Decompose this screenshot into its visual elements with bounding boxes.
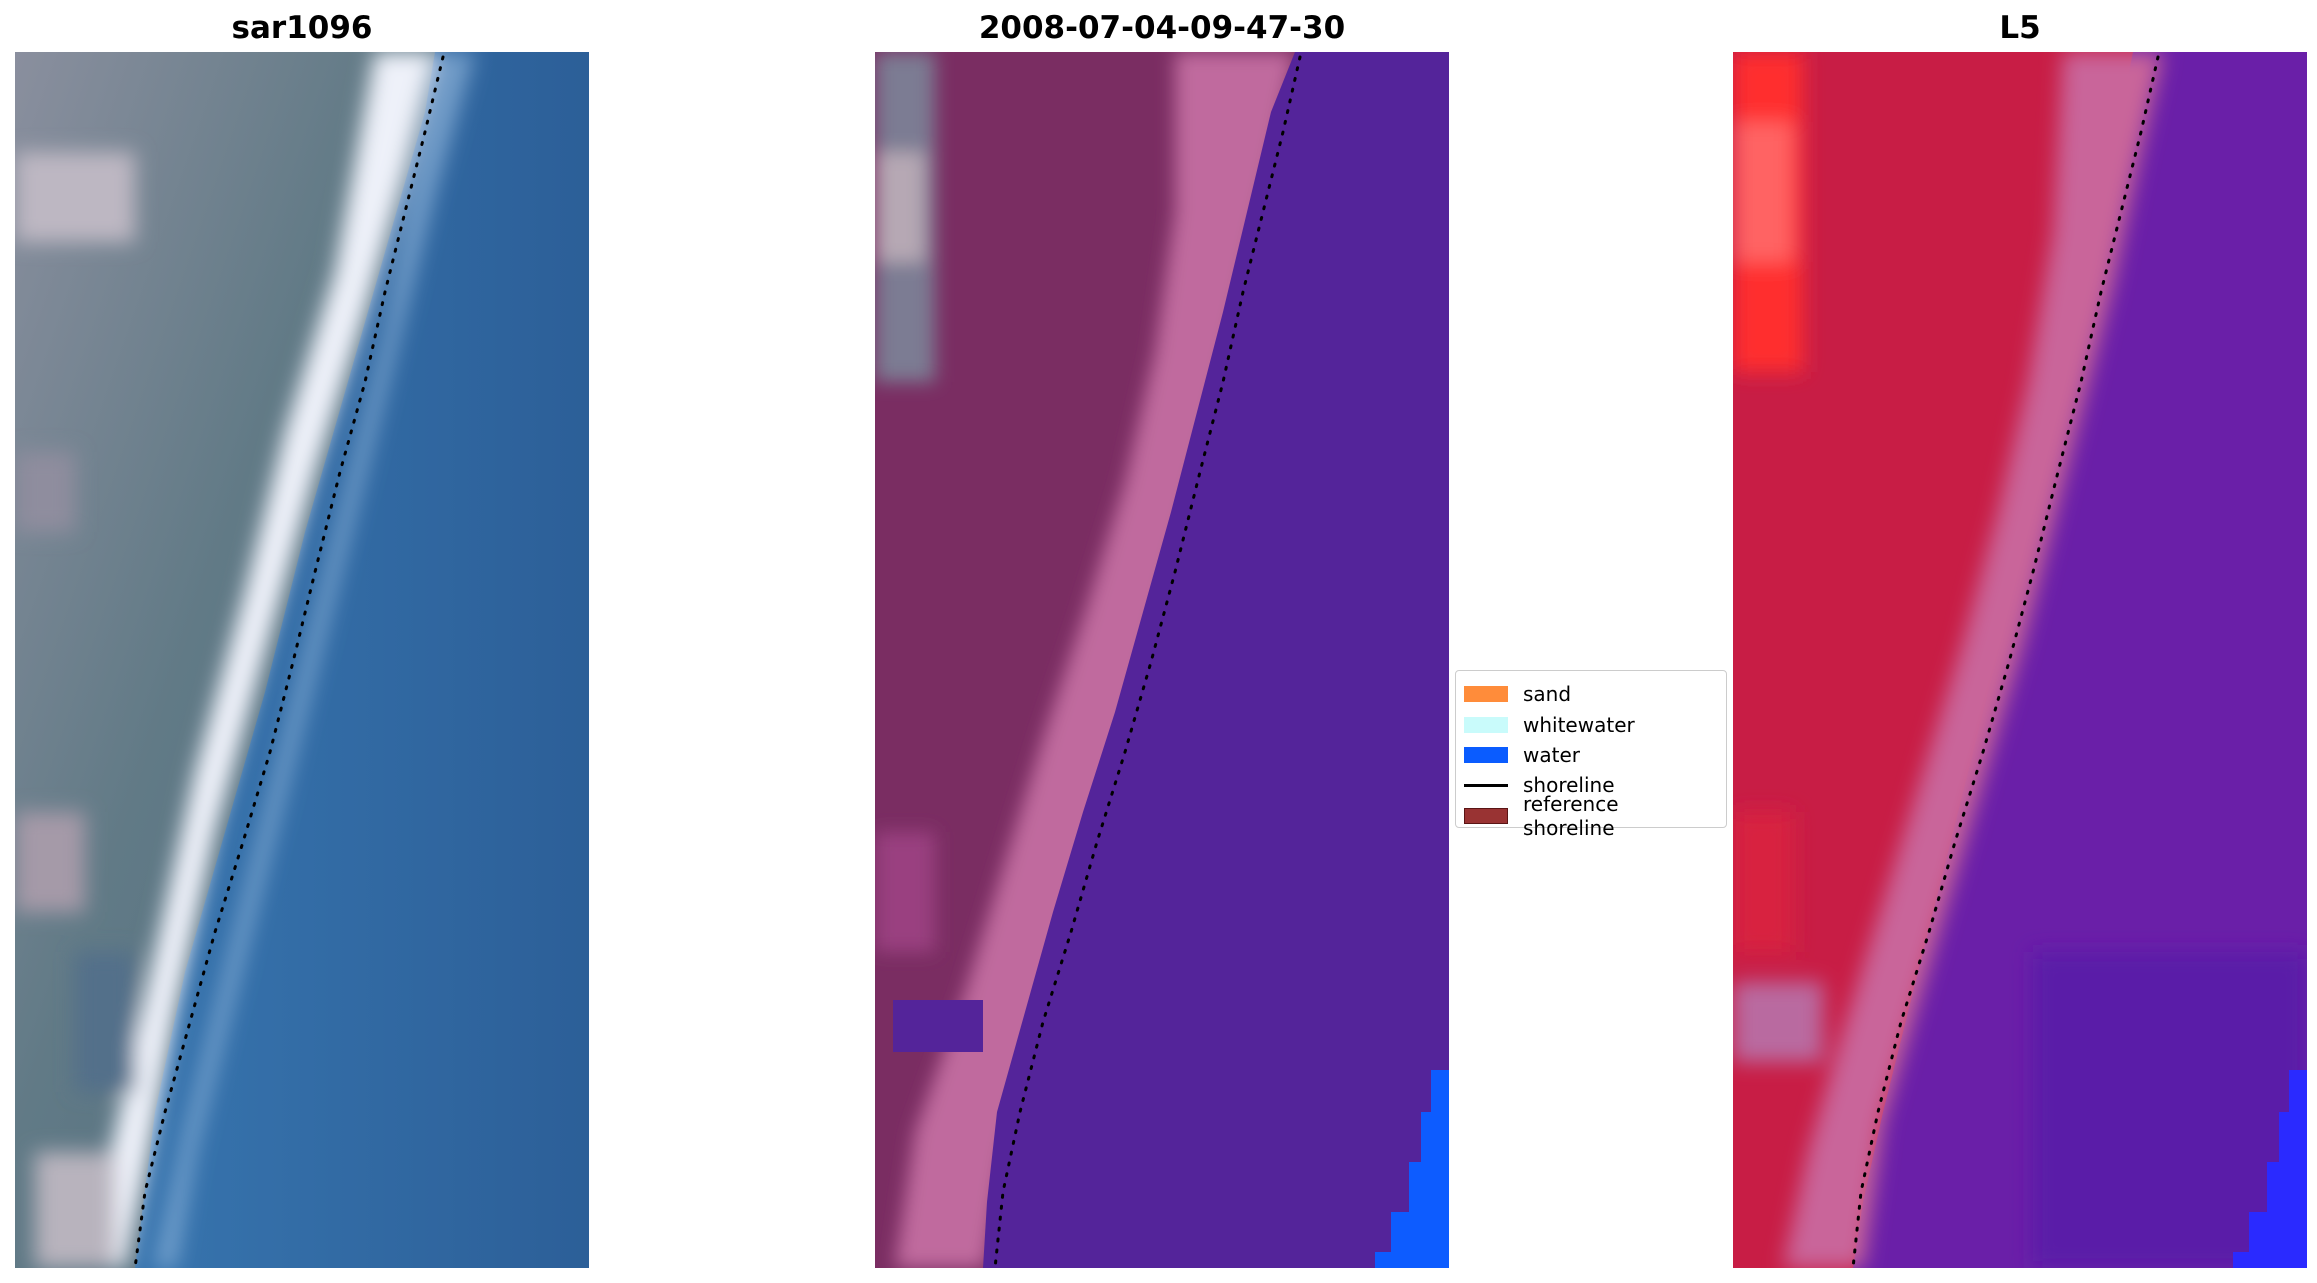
legend-swatch-reference-shoreline bbox=[1464, 807, 1508, 824]
legend-item-sand: sand bbox=[1464, 679, 1716, 709]
panel-title-index: L5 bbox=[1999, 10, 2041, 46]
legend-swatch-shoreline bbox=[1464, 783, 1508, 787]
legend-swatch-whitewater bbox=[1464, 716, 1508, 733]
panel-title-date: 2008-07-04-09-47-30 bbox=[978, 10, 1346, 46]
classified-image bbox=[875, 52, 1449, 1268]
legend: sand whitewater water shoreline referenc… bbox=[1455, 670, 1727, 840]
shoreline-dots-index bbox=[1851, 55, 2160, 1268]
legend-swatch-sand bbox=[1464, 686, 1508, 703]
legend-item-whitewater: whitewater bbox=[1464, 709, 1716, 739]
legend-label-reference-shoreline: reference shoreline bbox=[1523, 791, 1619, 840]
index-panel bbox=[1733, 52, 2307, 1268]
classified-panel bbox=[875, 52, 1449, 1268]
legend-item-reference-shoreline: reference shoreline bbox=[1464, 792, 1716, 840]
water-region bbox=[983, 52, 1449, 1268]
legend-item-shoreline: shoreline bbox=[1464, 770, 1716, 800]
legend-label-shoreline: shoreline bbox=[1523, 773, 1615, 798]
legend-label-sand: sand bbox=[1523, 682, 1572, 707]
rgb-image bbox=[15, 52, 589, 1268]
panel-title-sar: sar1096 bbox=[231, 10, 373, 46]
legend-item-water: water bbox=[1464, 740, 1716, 770]
index-image bbox=[1733, 52, 2307, 1268]
water-class-patch bbox=[1375, 1070, 1449, 1268]
index-blue-patch bbox=[2233, 1070, 2307, 1268]
shoreline-dots-rgb bbox=[133, 55, 445, 1268]
shoreline-dots-classified bbox=[993, 55, 1302, 1268]
rgb-image-panel bbox=[15, 52, 589, 1268]
legend-label-whitewater: whitewater bbox=[1523, 712, 1635, 737]
legend-label-water: water bbox=[1523, 742, 1580, 767]
legend-swatch-water bbox=[1464, 746, 1508, 763]
